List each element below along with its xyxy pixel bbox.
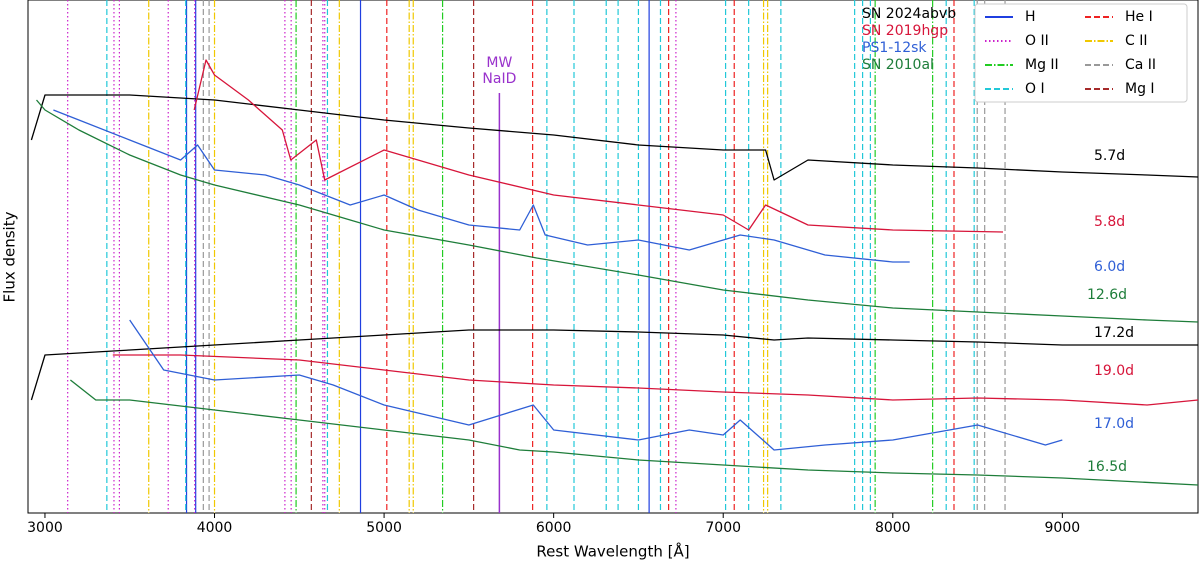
x-tick-label: 8000 <box>875 520 911 536</box>
spectrum <box>30 94 1199 181</box>
spectrum-label: 17.0d <box>1094 416 1134 432</box>
plot-frame <box>27 0 1199 514</box>
legend-label: Mg II <box>1025 57 1059 73</box>
legend-label: O I <box>1025 81 1045 97</box>
spectrum <box>69 379 1199 486</box>
spectrum <box>30 329 1198 401</box>
spectrum <box>112 354 1199 406</box>
spectrum-label: 12.6d <box>1087 287 1127 303</box>
object-legend: SN 2010al <box>862 57 934 73</box>
legend-label: O II <box>1025 33 1049 49</box>
spectrum-label: 5.7d <box>1094 148 1125 164</box>
legend-label: Mg I <box>1125 81 1155 97</box>
legend-label: Ca II <box>1125 57 1156 73</box>
mw-label: NaID <box>482 71 516 87</box>
object-legend: SN 2019hgp <box>862 23 948 39</box>
y-axis-label: Flux density <box>1 211 19 302</box>
spectrum <box>53 109 910 263</box>
spectrum-label: 5.8d <box>1094 214 1125 230</box>
spectrum <box>193 59 1004 233</box>
x-tick-label: 7000 <box>705 520 741 536</box>
legend-box <box>974 3 1188 103</box>
spectrum-label: 6.0d <box>1094 259 1125 275</box>
legend-label: C II <box>1125 33 1147 49</box>
mw-label: MW <box>486 55 512 71</box>
spectrum-label: 16.5d <box>1087 459 1127 475</box>
x-tick-label: 6000 <box>536 520 572 536</box>
x-axis-label: Rest Wavelength [Å] <box>536 542 689 561</box>
legend-label: He I <box>1125 9 1153 25</box>
spectrum <box>36 99 1199 323</box>
spectrum <box>129 319 1063 451</box>
legend-label: H <box>1025 9 1036 25</box>
x-tick-label: 9000 <box>1045 520 1081 536</box>
x-tick-label: 5000 <box>366 520 402 536</box>
object-legend: PS1-12sk <box>862 40 927 56</box>
spectrum-label: 19.0d <box>1094 363 1134 379</box>
spectrum-label: 17.2d <box>1094 325 1134 341</box>
x-tick-label: 3000 <box>27 520 63 536</box>
x-tick-label: 4000 <box>197 520 233 536</box>
object-legend: SN 2024abvb <box>862 6 956 22</box>
